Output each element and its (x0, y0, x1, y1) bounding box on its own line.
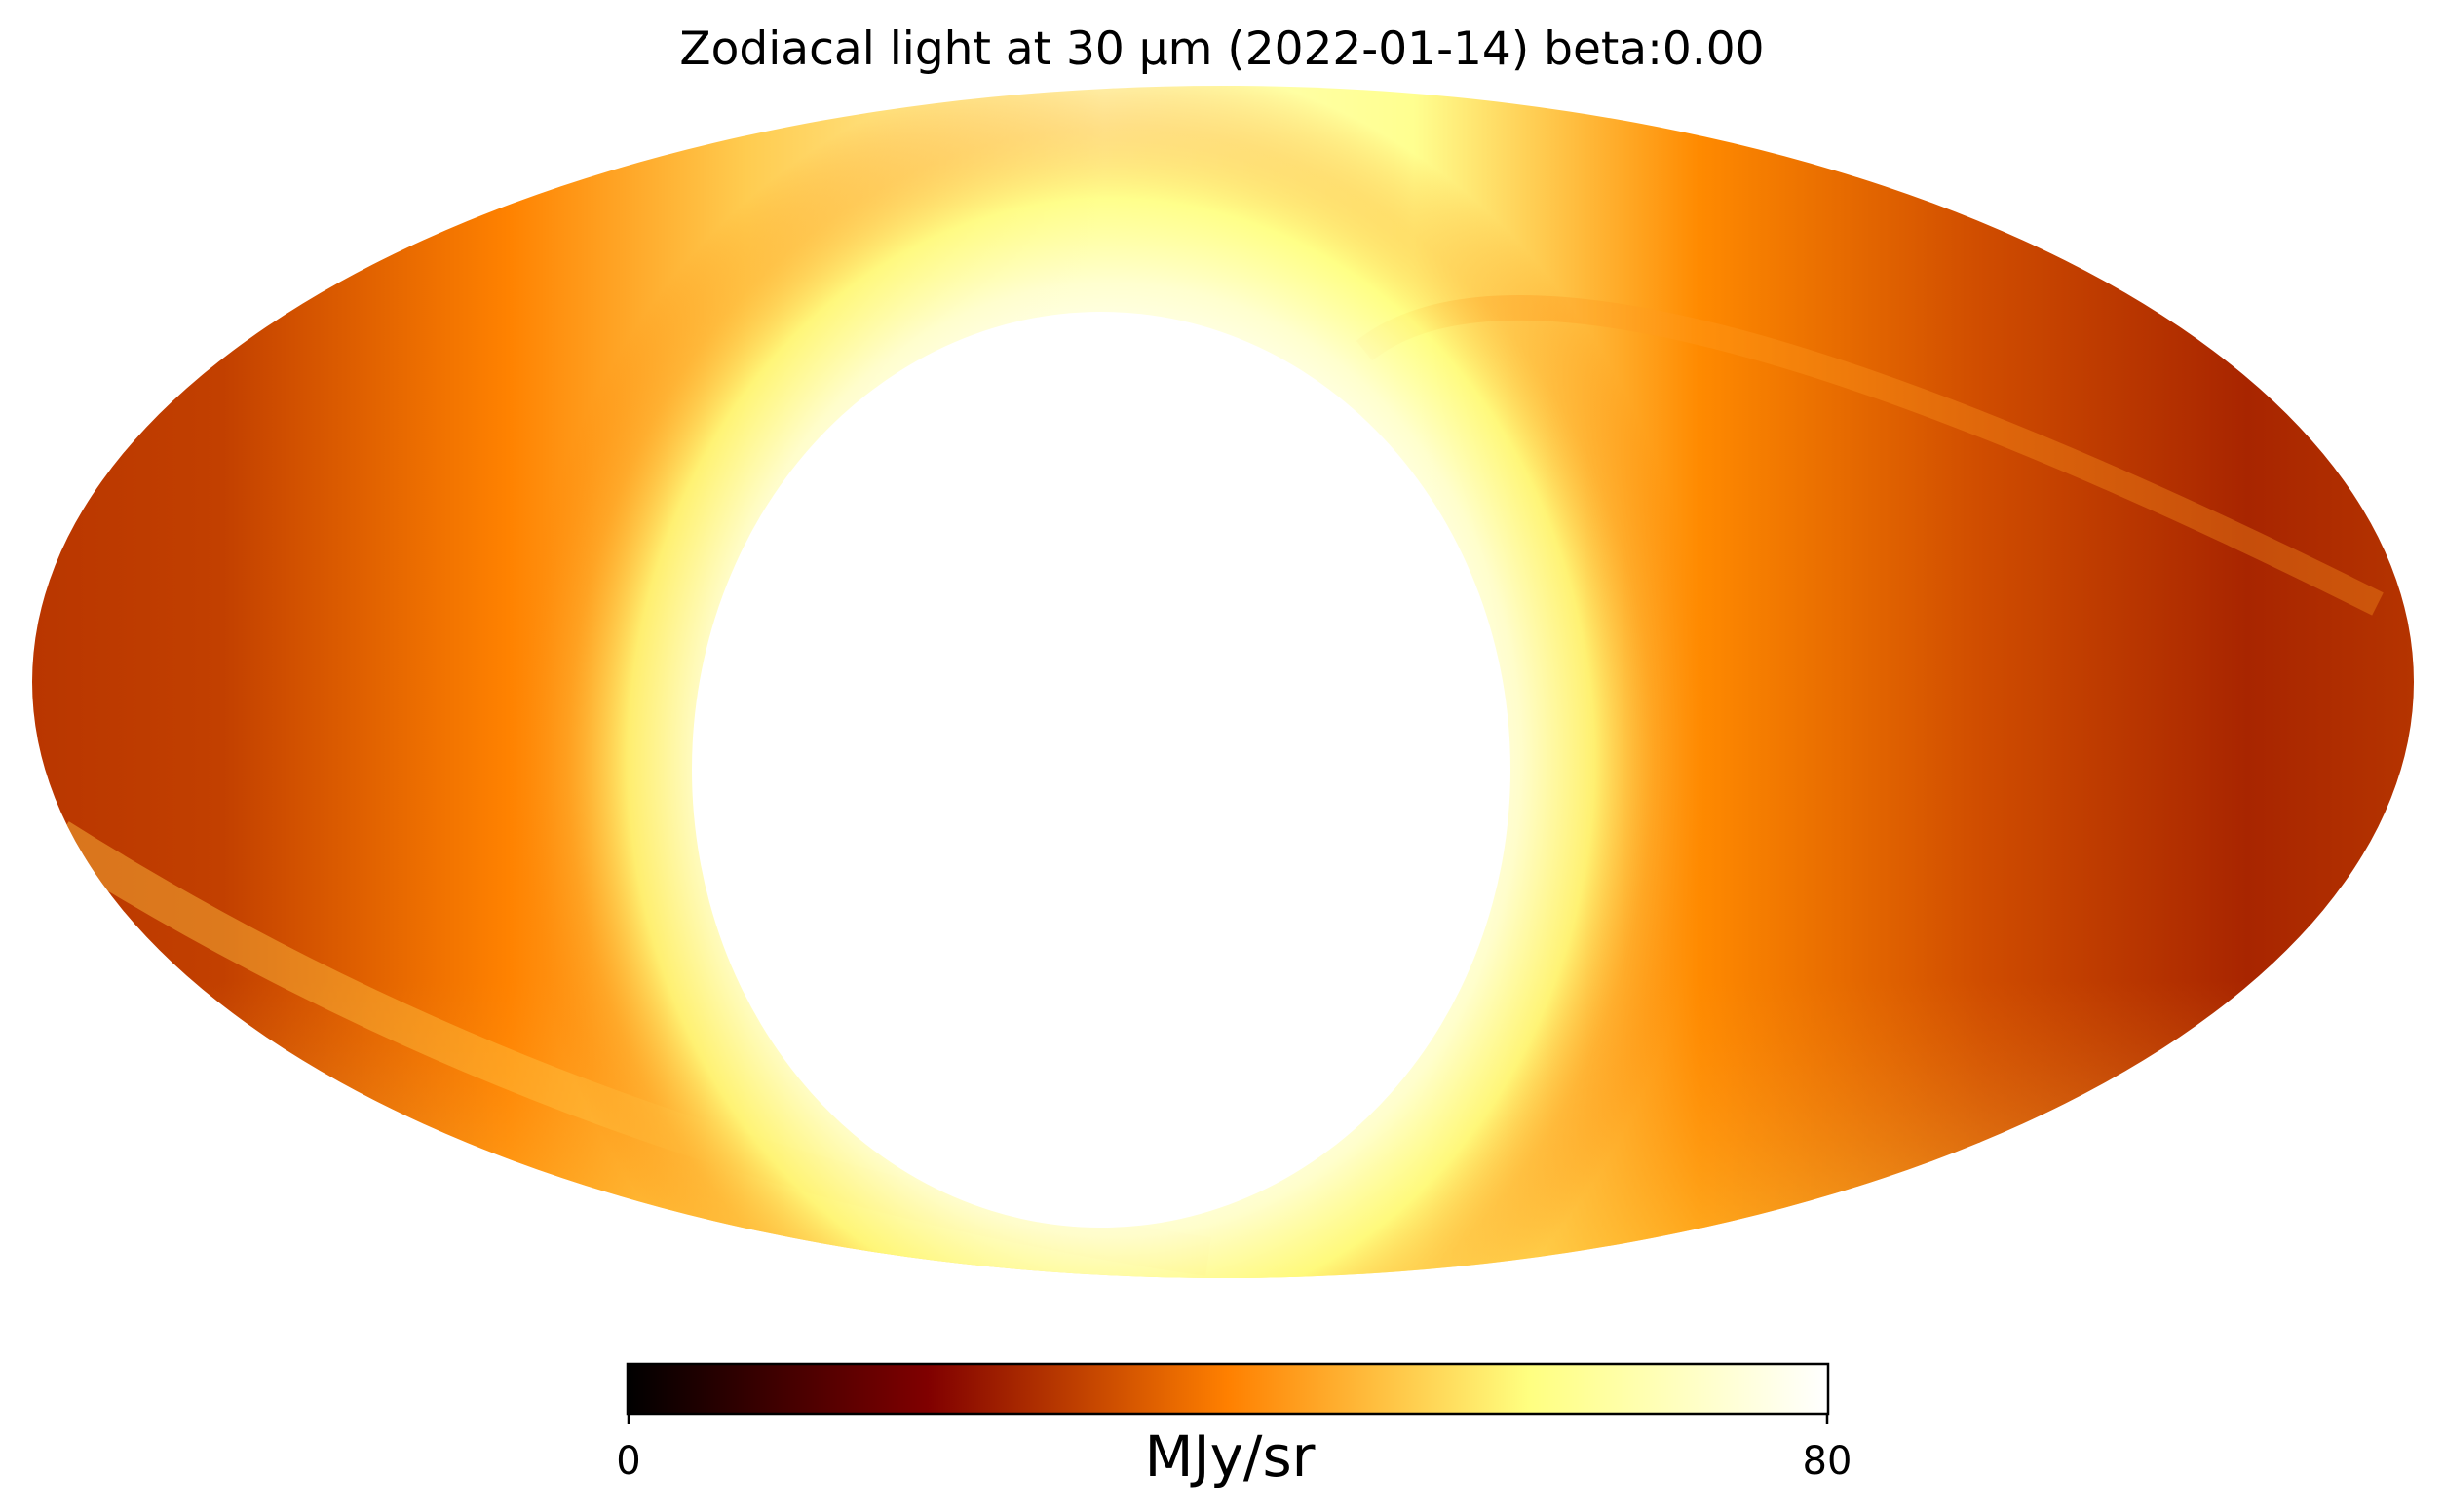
colorbar-tick-label-min: 0 (616, 1439, 640, 1484)
colorbar-tick-label-max: 80 (1803, 1439, 1852, 1484)
colorbar: 0 80 MJy/sr (616, 1362, 1852, 1490)
map-core-highlight (692, 312, 1510, 1228)
sky-map (32, 86, 2414, 1278)
chart-title: Zodiacal light at 30 µm (2022-01-14) bet… (679, 22, 1764, 76)
colorbar-unit-label: MJy/sr (1144, 1423, 1315, 1490)
colorbar-gradient (626, 1362, 1830, 1416)
